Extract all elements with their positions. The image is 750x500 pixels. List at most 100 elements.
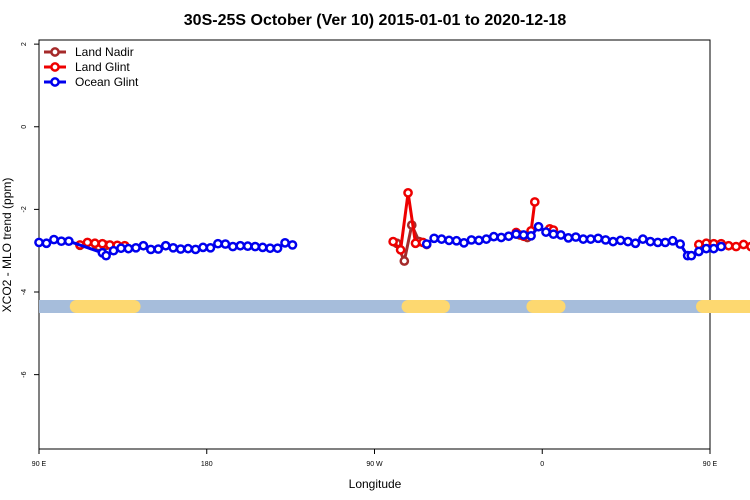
data-point-ocean-glint <box>556 230 566 240</box>
data-point-land-glint <box>529 197 540 207</box>
data-point-ocean-glint <box>488 231 499 242</box>
legend-label-land-nadir: Land Nadir <box>75 45 134 59</box>
x-tick-label: 180 <box>201 461 213 468</box>
data-point-ocean-glint <box>34 237 44 248</box>
data-point-ocean-glint <box>451 235 462 246</box>
data-point-ocean-glint <box>615 235 626 246</box>
data-point-ocean-glint <box>600 235 611 245</box>
data-point-ocean-glint <box>220 239 231 249</box>
data-point-ocean-glint <box>503 231 514 242</box>
y-tick-label: -6 <box>21 371 28 377</box>
data-point-land-glint <box>738 239 749 250</box>
data-point-land-glint <box>723 240 734 251</box>
series-layer <box>34 188 750 266</box>
legend-label-land-glint: Land Glint <box>75 60 130 74</box>
legend-marker-ocean-glint <box>50 77 60 87</box>
data-point-land-glint <box>410 238 421 249</box>
data-point-ocean-glint <box>421 239 432 249</box>
x-axis: 90 E 180 90 W 0 90 E <box>32 449 718 468</box>
data-point-ocean-glint <box>548 229 559 240</box>
data-point-ocean-glint <box>459 237 469 248</box>
data-point-ocean-glint <box>518 230 529 240</box>
y-tick-label: -4 <box>21 289 28 295</box>
data-point-ocean-glint <box>257 242 268 253</box>
data-point-ocean-glint <box>563 233 574 243</box>
data-point-ocean-glint <box>242 241 253 252</box>
data-point-land-glint <box>403 188 413 198</box>
data-point-ocean-glint <box>623 236 633 247</box>
x-axis-label: Longitude <box>349 477 402 491</box>
data-point-ocean-glint <box>227 241 238 252</box>
data-point-ocean-glint <box>123 243 134 254</box>
data-point-ocean-glint <box>190 244 201 255</box>
data-point-ocean-glint <box>630 238 641 249</box>
data-point-ocean-glint <box>56 236 67 247</box>
y-tick-label: 0 <box>21 125 28 129</box>
data-point-ocean-glint <box>593 233 604 244</box>
data-point-ocean-glint <box>116 243 126 254</box>
data-point-ocean-glint <box>198 242 208 253</box>
legend-marker-land-nadir <box>50 47 60 57</box>
data-point-ocean-glint <box>496 232 507 243</box>
legend-marker-land-glint <box>50 62 60 72</box>
data-point-ocean-glint <box>138 240 149 251</box>
data-point-ocean-glint <box>474 235 484 246</box>
data-point-ocean-glint <box>160 240 171 251</box>
data-point-ocean-glint <box>511 229 522 240</box>
data-point-ocean-glint <box>108 245 119 256</box>
data-point-ocean-glint <box>585 234 596 244</box>
data-point-ocean-glint <box>708 243 719 254</box>
data-point-land-nadir <box>399 256 410 266</box>
data-point-ocean-glint <box>701 243 712 254</box>
data-point-ocean-glint <box>608 236 618 247</box>
data-point-ocean-glint <box>645 236 656 247</box>
data-point-ocean-glint <box>667 235 678 246</box>
x-tick-label: 90 W <box>366 461 383 468</box>
data-point-ocean-glint <box>541 227 551 237</box>
data-point-ocean-glint <box>168 242 179 253</box>
data-point-ocean-glint <box>183 243 193 254</box>
data-point-ocean-glint <box>272 243 283 254</box>
x-tick-label: 0 <box>540 461 544 468</box>
data-point-ocean-glint <box>101 250 111 261</box>
x-tick-label: 90 E <box>703 461 718 468</box>
data-point-land-glint <box>90 238 100 249</box>
data-point-ocean-glint <box>429 233 439 244</box>
data-point-ocean-glint <box>280 237 290 248</box>
y-axis-label: XCO2 - MLO trend (ppm) <box>0 178 14 313</box>
data-point-ocean-glint <box>63 236 74 247</box>
data-point-ocean-glint <box>41 238 52 249</box>
x-tick-label: 90 E <box>32 461 47 468</box>
data-point-ocean-glint <box>145 244 156 255</box>
data-point-land-glint <box>82 237 93 248</box>
data-point-ocean-glint <box>287 240 298 250</box>
data-point-ocean-glint <box>466 235 477 245</box>
data-point-ocean-glint <box>153 244 164 254</box>
data-point-ocean-glint <box>444 235 454 246</box>
data-point-ocean-glint <box>533 221 544 232</box>
data-point-ocean-glint <box>235 240 246 251</box>
data-point-ocean-glint <box>638 234 648 244</box>
data-point-ocean-glint <box>675 239 686 249</box>
data-point-ocean-glint <box>131 242 141 253</box>
y-tick-label: 2 <box>21 42 28 46</box>
data-point-ocean-glint <box>716 241 727 252</box>
data-point-ocean-glint <box>481 234 492 244</box>
data-point-ocean-glint <box>660 237 671 248</box>
data-point-land-glint <box>395 245 406 255</box>
data-point-ocean-glint <box>693 246 704 257</box>
y-tick-label: -2 <box>21 206 28 212</box>
legend-label-ocean-glint: Ocean Glint <box>75 75 139 89</box>
data-point-ocean-glint <box>526 230 536 241</box>
data-point-land-glint <box>731 241 741 252</box>
data-point-ocean-glint <box>213 238 223 249</box>
data-point-ocean-glint <box>265 243 275 254</box>
data-point-ocean-glint <box>436 234 447 244</box>
data-point-ocean-glint <box>652 237 663 248</box>
data-point-ocean-glint <box>686 250 697 261</box>
data-point-land-glint <box>388 236 398 247</box>
chart-title: 30S-25S October (Ver 10) 2015-01-01 to 2… <box>184 12 567 29</box>
y-axis: 2 0 -2 -4 -6 <box>21 42 39 378</box>
data-point-ocean-glint <box>205 242 216 253</box>
